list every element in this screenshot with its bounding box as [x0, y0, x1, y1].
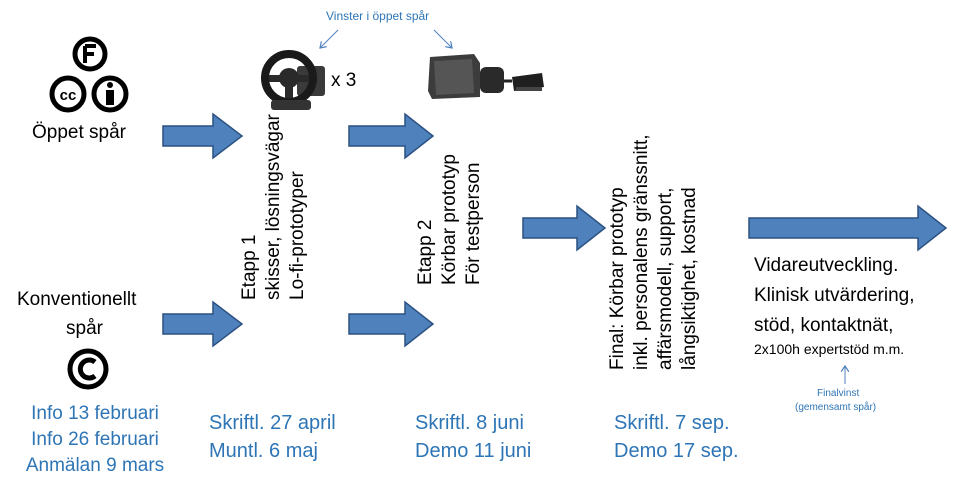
by-attribution-icon [91, 75, 129, 113]
followup-line1: Vidareutveckling. [754, 255, 899, 276]
final-stage-text: Final: Körbar prototyp inkl. personalens… [606, 134, 702, 370]
arrow-conventional-to-stage1 [162, 300, 244, 348]
info-date-2: Info 26 februari [31, 429, 159, 450]
stage2-line3: För testperson [463, 162, 484, 286]
steering-wheel-image [261, 50, 325, 110]
stage2-dates: Skriftl. 8 juni Demo 11 juni [415, 409, 531, 465]
final-line3: affärsmodell, support, [655, 187, 676, 370]
stage2-demo-date: Demo 11 juni [415, 440, 532, 462]
conventional-track-label-line1: Konventionellt [17, 289, 137, 310]
final-line2: inkl. personalens gränssnitt, [631, 134, 652, 370]
info-date-1: Info 13 februari [31, 403, 159, 424]
open-license-icons: cc [49, 36, 129, 113]
svg-text:cc: cc [60, 87, 77, 104]
arrow-final-to-followup [748, 204, 948, 252]
final-title: Final: Körbar prototyp [607, 187, 628, 370]
stage1-text: Etapp 1 skisser, lösningsvägar Lo-fi-pro… [238, 114, 310, 300]
followup-line2: Klinisk utvärdering, [754, 285, 915, 306]
stage2-written-date: Skriftl. 8 juni [415, 412, 524, 434]
vr-headset-image [428, 54, 544, 99]
pointer-to-wheel [320, 29, 339, 48]
stage2-line2: Körbar prototyp [439, 154, 460, 285]
final-line4: långsiktighet, kostnad [679, 187, 700, 370]
arrow-open-to-stage1 [162, 112, 244, 160]
copyright-icon [67, 348, 109, 390]
open-track-label: Öppet spår [32, 122, 126, 143]
stage1-title: Etapp 1 [239, 234, 260, 301]
wheel-multiplier: x 3 [331, 70, 357, 91]
arrow-stage1-to-stage2-upper [348, 112, 435, 160]
final-prize-label: Finalvinst [817, 388, 860, 399]
pointer-to-headset [433, 29, 452, 48]
followup-small: 2x100h expertstöd m.m. [754, 341, 905, 357]
stage2-title: Etapp 2 [415, 219, 436, 286]
final-prize-sub: (gemensamt spår) [795, 402, 877, 413]
stage1-line3: Lo-fi-prototyper [287, 171, 308, 300]
arrow-stage1-to-stage2-lower [348, 300, 435, 348]
stage1-oral-date: Muntl. 6 maj [209, 440, 318, 462]
open-track-prizes-label: Vinster i öppet spår [326, 9, 430, 23]
final-demo-date: Demo 17 sep. [614, 440, 739, 462]
followup-line3: stöd, kontaktnät, [754, 315, 894, 336]
stage1-dates: Skriftl. 27 april Muntl. 6 maj [209, 409, 336, 465]
f-icon [72, 36, 108, 72]
creative-commons-icon: cc [49, 75, 87, 113]
stage1-line2: skisser, lösningsvägar [263, 114, 284, 300]
registration-date: Anmälan 9 mars [25, 455, 165, 476]
stage2-text: Etapp 2 Körbar prototyp För testperson [414, 154, 486, 285]
stage1-written-date: Skriftl. 27 april [209, 412, 336, 434]
info-dates: Info 13 februari Info 26 februari Anmäla… [20, 401, 170, 479]
final-dates: Skriftl. 7 sep. Demo 17 sep. [614, 409, 739, 465]
conventional-track-label-line2: spår [66, 318, 103, 339]
arrow-stage2-to-final [522, 204, 607, 252]
final-written-date: Skriftl. 7 sep. [614, 412, 730, 434]
